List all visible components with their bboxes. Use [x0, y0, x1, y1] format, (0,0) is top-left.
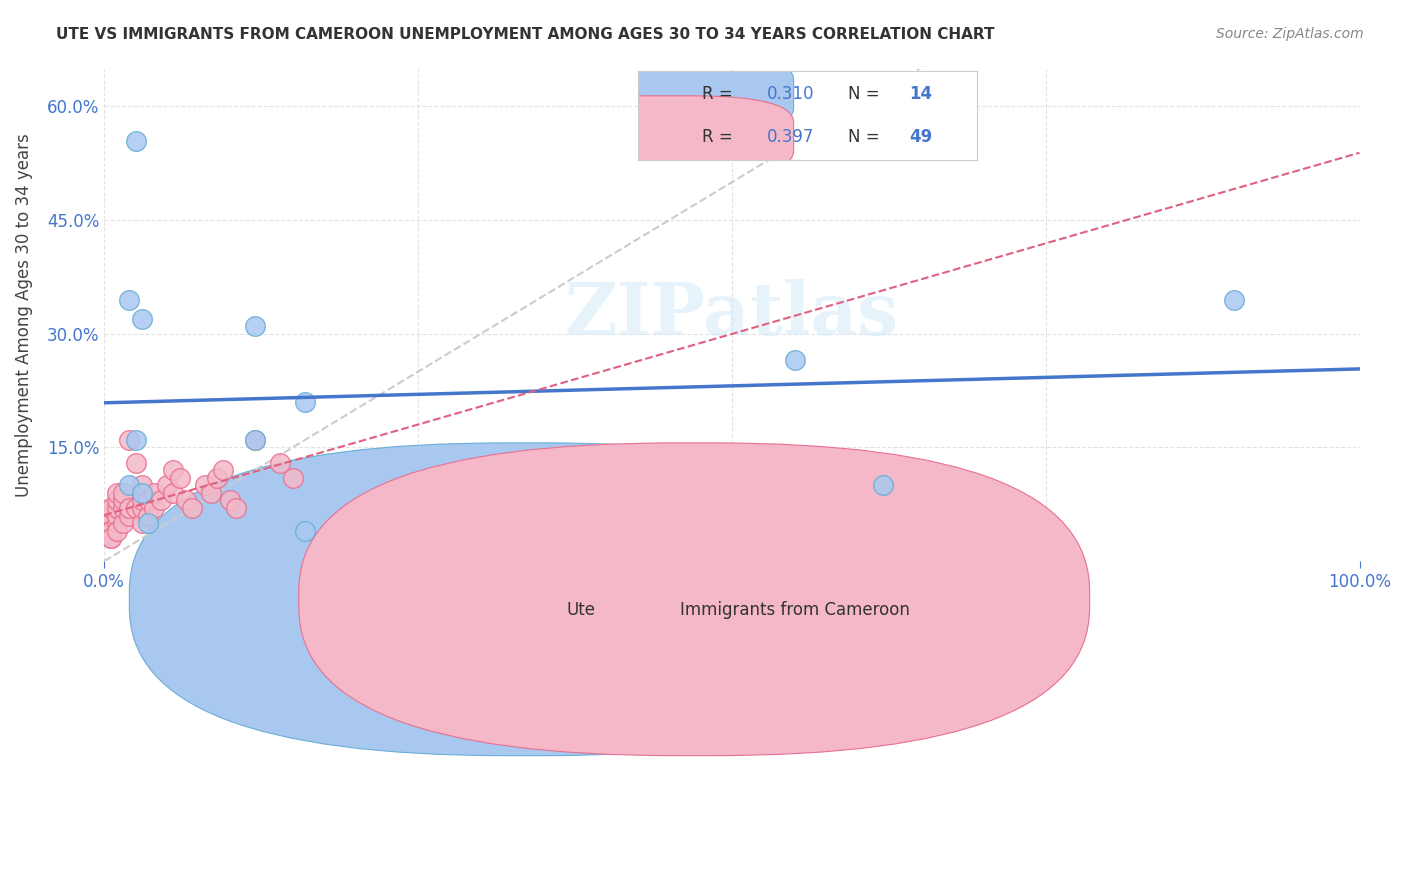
Point [131, 501, 153, 516]
Text: Immigrants from Cameroon: Immigrants from Cameroon [679, 600, 910, 618]
Point [100, 516, 122, 531]
Point [124, 134, 146, 148]
Point [124, 433, 146, 447]
Point [294, 524, 316, 538]
FancyBboxPatch shape [129, 443, 920, 756]
Point [100, 516, 122, 531]
Point [174, 493, 197, 508]
Point [243, 319, 266, 334]
Point [100, 532, 122, 546]
Point [100, 501, 122, 516]
Text: UTE VS IMMIGRANTS FROM CAMEROON UNEMPLOYMENT AMONG AGES 30 TO 34 YEARS CORRELATI: UTE VS IMMIGRANTS FROM CAMEROON UNEMPLOY… [56, 27, 994, 42]
Point [131, 493, 153, 508]
Point [112, 486, 135, 500]
FancyBboxPatch shape [299, 443, 1090, 756]
Point [200, 486, 222, 500]
Point [143, 501, 166, 516]
Point [181, 501, 204, 516]
Point [156, 478, 179, 492]
Point [105, 508, 128, 523]
Point [131, 486, 153, 500]
Point [281, 471, 304, 485]
Text: Ute: Ute [567, 600, 596, 618]
Point [143, 486, 166, 500]
Point [131, 516, 153, 531]
Point [100, 532, 122, 546]
Point [149, 493, 172, 508]
Point [162, 486, 184, 500]
Point [212, 463, 235, 477]
Point [294, 395, 316, 409]
Point [118, 293, 141, 307]
Point [131, 311, 153, 326]
Point [118, 508, 141, 523]
Point [243, 433, 266, 447]
Point [105, 516, 128, 531]
Point [162, 463, 184, 477]
Point [194, 478, 217, 492]
Point [105, 486, 128, 500]
Point [169, 471, 191, 485]
Point [783, 353, 806, 368]
Point [118, 433, 141, 447]
Point [136, 493, 159, 508]
Point [100, 508, 122, 523]
Point [112, 493, 135, 508]
Point [225, 501, 247, 516]
Point [124, 456, 146, 470]
Point [112, 516, 135, 531]
Point [105, 493, 128, 508]
Point [243, 433, 266, 447]
Point [118, 501, 141, 516]
Point [105, 524, 128, 538]
Point [136, 508, 159, 523]
Point [218, 493, 240, 508]
Point [112, 501, 135, 516]
Point [105, 501, 128, 516]
Point [118, 478, 141, 492]
Point [872, 478, 894, 492]
Point [131, 478, 153, 492]
Point [100, 524, 122, 538]
Point [136, 516, 159, 531]
Point [205, 471, 228, 485]
Point [124, 501, 146, 516]
Text: Source: ZipAtlas.com: Source: ZipAtlas.com [1216, 27, 1364, 41]
Point [100, 501, 122, 516]
Text: ZIPatlas: ZIPatlas [565, 279, 898, 351]
Point [100, 524, 122, 538]
Point [100, 508, 122, 523]
Point [1223, 293, 1246, 307]
Point [269, 456, 291, 470]
Y-axis label: Unemployment Among Ages 30 to 34 years: Unemployment Among Ages 30 to 34 years [15, 133, 32, 497]
